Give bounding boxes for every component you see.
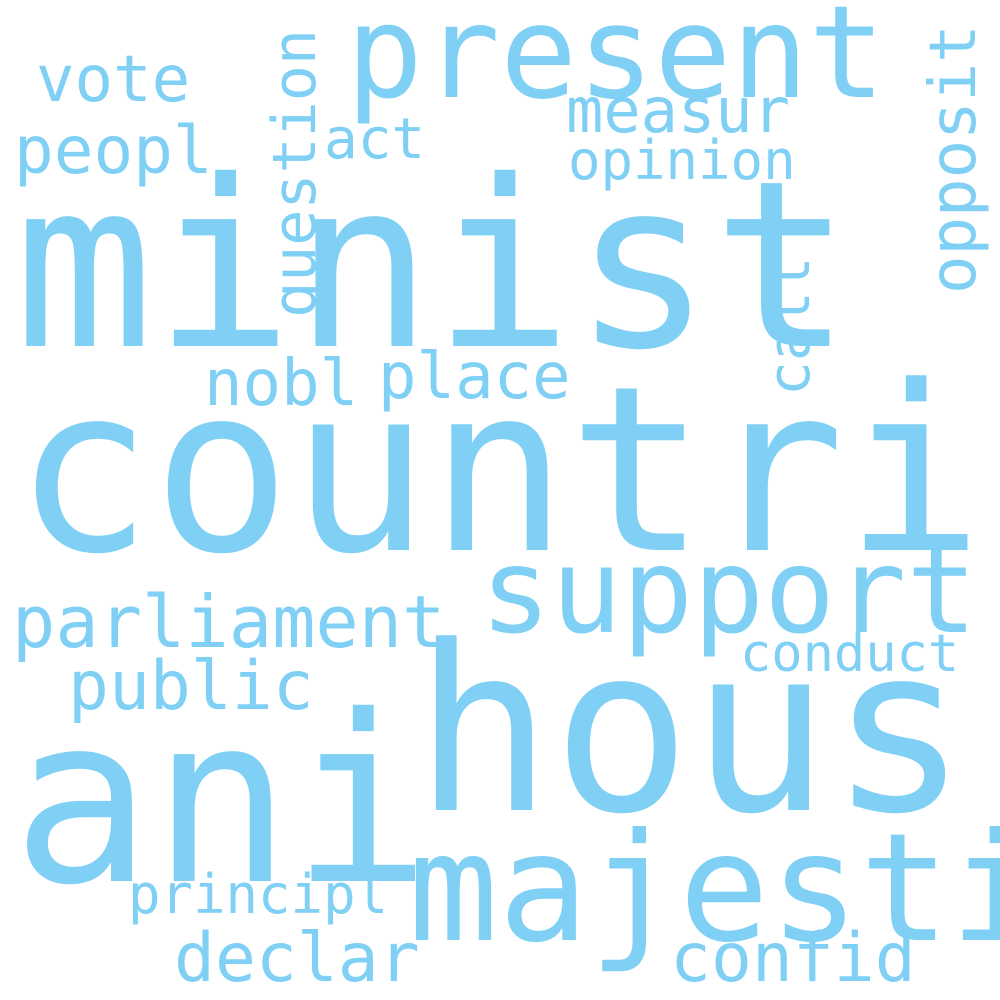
word-vote: vote — [36, 43, 191, 117]
word-present: present — [346, 0, 886, 128]
word-nobl: nobl — [204, 347, 359, 421]
word-place: place — [378, 340, 571, 414]
word-ani: ani — [12, 666, 432, 936]
word-declar: declar — [174, 919, 420, 998]
word-public: public — [68, 647, 314, 726]
word-opinion: opinion — [568, 129, 796, 192]
word-confid: confid — [670, 919, 916, 998]
word-act: act — [324, 107, 426, 172]
word-principl: principl — [128, 863, 389, 926]
word-measur: measur — [566, 74, 790, 147]
word-opposit: opposit — [917, 24, 991, 294]
word-peopl: peopl — [14, 112, 213, 189]
word-conduct: conduct — [740, 624, 960, 684]
word-countri: countri — [14, 338, 984, 605]
word-question: question — [260, 29, 330, 318]
word-support: support — [480, 522, 978, 660]
word-majesti: majesti — [408, 802, 1000, 976]
word-minist: minist — [14, 131, 853, 401]
word-hous: hous — [414, 598, 968, 865]
word-parliament: parliament — [12, 580, 446, 664]
word-call: call — [755, 256, 823, 396]
